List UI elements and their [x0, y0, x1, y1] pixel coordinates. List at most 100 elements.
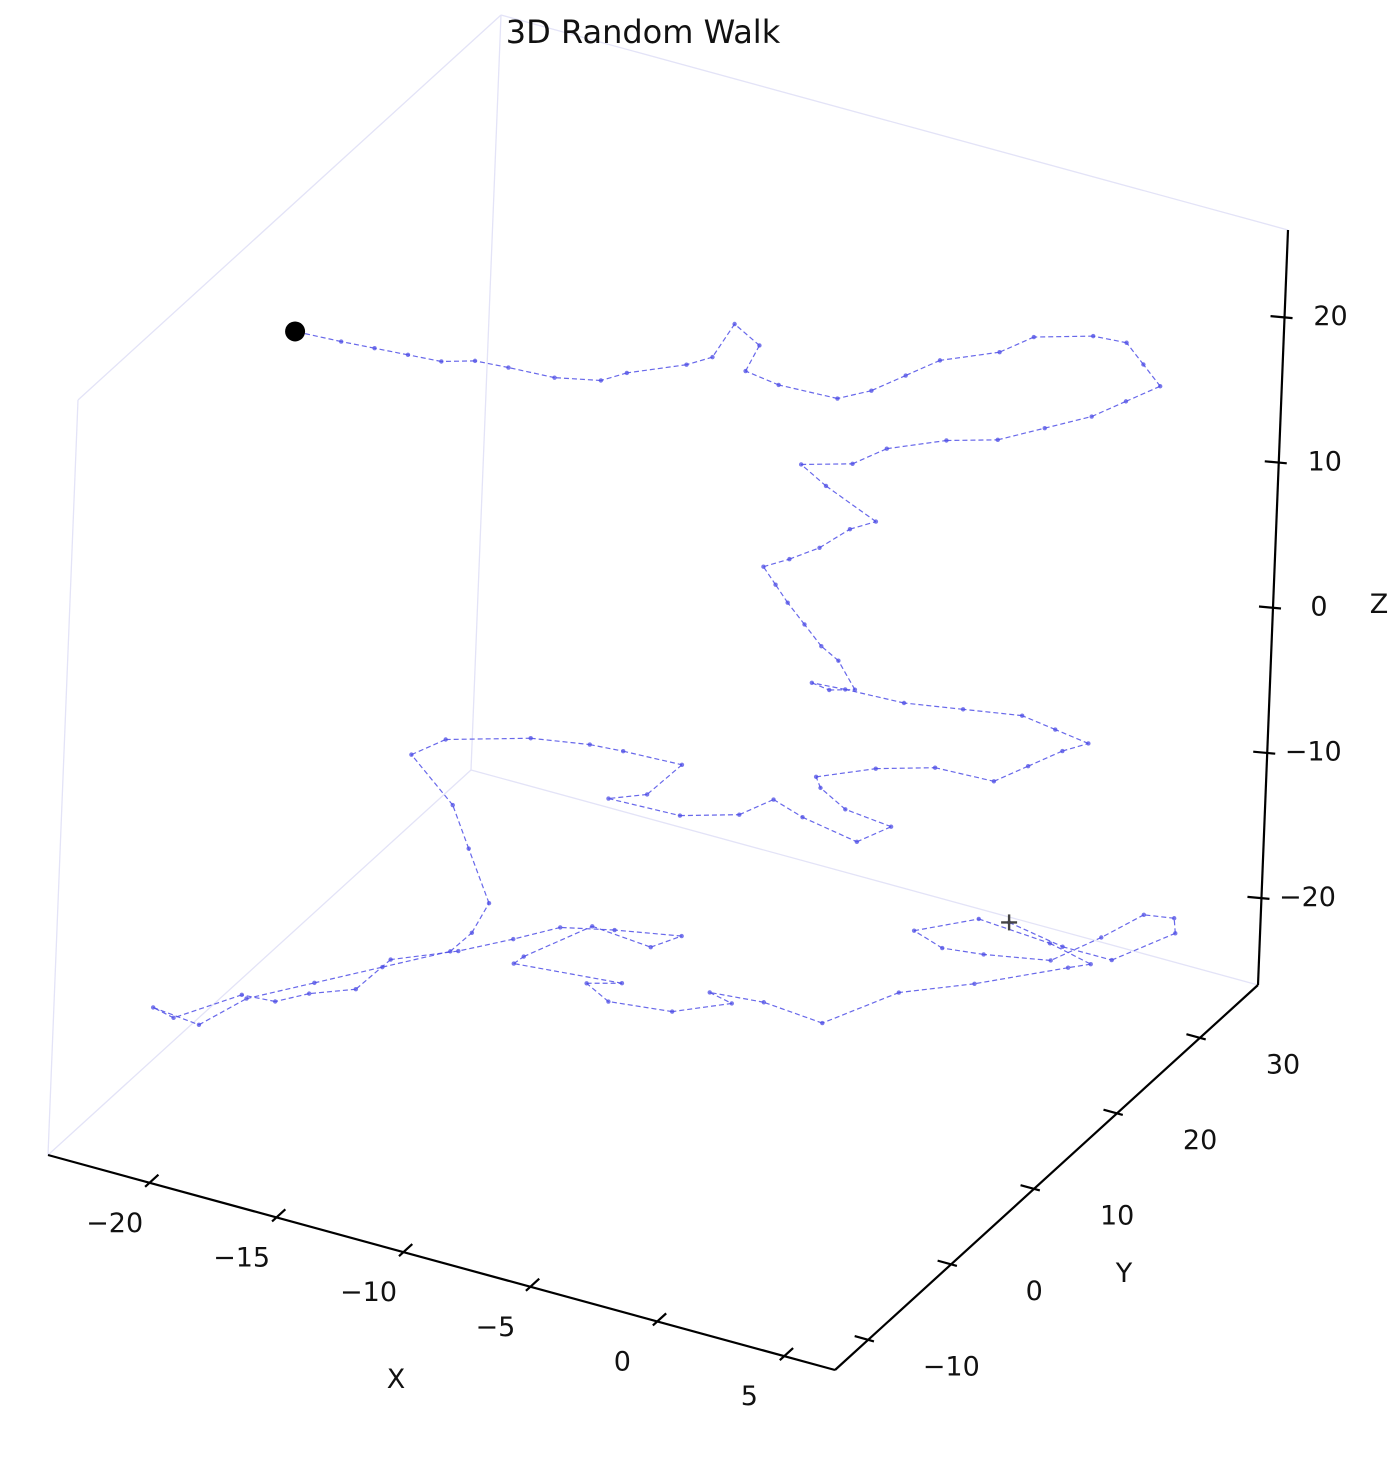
- walk-segment: [1050, 936, 1102, 962]
- z-axis-label: Z: [1370, 589, 1389, 620]
- z-tick-mark: [1258, 605, 1282, 610]
- walk-segment: [775, 584, 789, 604]
- walk-point: [466, 846, 471, 851]
- walk-point: [380, 964, 385, 970]
- x-axis-label: X: [387, 1364, 406, 1395]
- walk-segment: [608, 1000, 673, 1013]
- walk-segment: [441, 360, 476, 363]
- walk-point: [785, 600, 790, 605]
- x-tick-mark: [271, 1208, 287, 1223]
- walk-segment: [801, 463, 853, 466]
- walk-segment: [198, 998, 247, 1026]
- walk-point: [888, 824, 894, 829]
- walk-segment: [745, 345, 760, 372]
- walk-point: [1109, 957, 1114, 963]
- walk-point: [819, 643, 824, 649]
- walk-point: [1088, 961, 1093, 967]
- walk-point: [710, 354, 715, 360]
- walk-point: [707, 990, 712, 995]
- walk-segment: [445, 737, 531, 741]
- walk-point: [620, 749, 626, 754]
- x-tick-label: −20: [86, 1208, 143, 1239]
- walk-point: [272, 999, 278, 1004]
- walk-point: [405, 352, 411, 358]
- walk-point: [850, 461, 855, 467]
- walk-point: [171, 1015, 176, 1021]
- walk-point: [911, 928, 917, 933]
- walk-segment: [946, 439, 998, 442]
- walk-segment: [939, 351, 1000, 361]
- walk-segment: [1173, 918, 1176, 934]
- walk-point: [854, 839, 860, 845]
- walk-segment: [1033, 335, 1094, 338]
- walk-segment: [819, 528, 851, 549]
- walk-point: [590, 924, 595, 929]
- walk-point: [669, 1009, 675, 1014]
- walk-segment: [452, 804, 470, 849]
- walk-segment: [837, 390, 872, 400]
- walk-segment: [1049, 942, 1092, 965]
- walk-point: [606, 999, 611, 1004]
- walk-point: [901, 700, 907, 706]
- x-tick-label: 5: [741, 1381, 758, 1412]
- walk-point: [761, 1000, 767, 1005]
- walk-point: [1019, 713, 1025, 718]
- walk-segment: [650, 935, 682, 948]
- walk-segment: [1100, 914, 1145, 939]
- walk-segment: [942, 947, 984, 956]
- walk-segment: [837, 660, 856, 690]
- walk-segment: [646, 764, 683, 795]
- walk-segment: [822, 991, 900, 1024]
- walk-segment: [508, 366, 555, 379]
- walk-point: [836, 658, 841, 663]
- x-tick-mark: [652, 1312, 667, 1327]
- axis-layer: −20 −15 −10 −5 0 5 −10 0 10 20 30 −20 −10 0 10 20: [47, 229, 1348, 1412]
- walk-point: [469, 930, 475, 935]
- walk-segment: [734, 323, 760, 346]
- x-tick-label: −15: [213, 1242, 270, 1273]
- walk-point: [239, 992, 244, 998]
- walk-point: [606, 796, 611, 801]
- walk-point: [196, 1022, 202, 1027]
- walk-point: [761, 564, 766, 569]
- walk-point: [940, 945, 945, 951]
- walk-segment: [845, 808, 892, 828]
- walk-point: [587, 742, 592, 747]
- walk-point: [757, 343, 762, 348]
- y-tick-mark: [1186, 1033, 1207, 1041]
- walk-segment: [471, 902, 490, 934]
- walk-point: [472, 358, 478, 364]
- walk-segment: [1111, 932, 1176, 961]
- walk-segment: [763, 558, 790, 568]
- walk-point: [1171, 916, 1177, 921]
- walk-point: [598, 378, 604, 383]
- walk-point: [1031, 334, 1037, 340]
- walk-point: [312, 980, 317, 986]
- walk-segment: [763, 1001, 823, 1024]
- walk-segment: [554, 377, 601, 382]
- walk-segment: [314, 966, 383, 984]
- walk-segment: [1008, 921, 1063, 948]
- y-tick-label: 20: [1183, 1125, 1217, 1156]
- walk-segment: [886, 439, 947, 450]
- walk-segment: [963, 708, 1023, 717]
- walk-segment: [686, 356, 713, 366]
- walk-segment: [589, 743, 624, 752]
- walk-point: [800, 815, 805, 820]
- pane-edge: [77, 14, 502, 401]
- walk-segment: [382, 950, 451, 968]
- walk-segment: [530, 737, 590, 746]
- walk-segment: [778, 384, 838, 400]
- walk-point: [450, 802, 455, 808]
- walk-segment: [852, 448, 888, 465]
- walk-segment: [999, 336, 1035, 353]
- walk-segment: [983, 953, 1051, 962]
- walk-point: [456, 948, 461, 954]
- walk-segment: [468, 848, 490, 904]
- walk-segment: [246, 982, 315, 1000]
- walk-segment: [679, 814, 740, 817]
- walk-segment: [513, 926, 561, 940]
- walk-segment: [1021, 715, 1056, 731]
- walk-point: [511, 961, 516, 966]
- walk-segment: [934, 767, 995, 782]
